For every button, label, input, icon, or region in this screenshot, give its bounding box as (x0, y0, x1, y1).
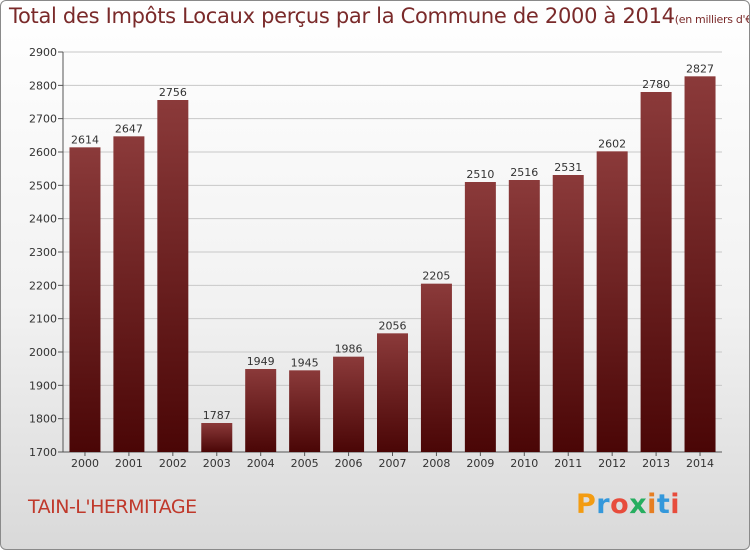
data-label-2005: 1945 (291, 356, 319, 369)
data-label-2013: 2780 (642, 78, 670, 91)
y-tick-label: 2100 (29, 313, 57, 326)
logo-letter: x (629, 489, 648, 520)
data-label-2000: 2614 (71, 133, 99, 146)
y-tick-label: 2800 (29, 79, 57, 92)
y-tick-label: 1900 (29, 379, 57, 392)
data-label-2012: 2602 (598, 137, 626, 150)
bar-2004 (245, 369, 277, 452)
data-label-2007: 2056 (379, 319, 407, 332)
bar-2009 (464, 182, 496, 452)
bar-2007 (377, 333, 408, 452)
data-label-2014: 2827 (686, 62, 714, 75)
x-tick-label-2005: 2005 (291, 457, 319, 470)
y-tick-label: 2600 (29, 146, 57, 159)
x-tick-label-2003: 2003 (203, 457, 231, 470)
commune-name: TAIN-L'HERMITAGE (28, 496, 197, 518)
y-tick-label: 2400 (29, 213, 57, 226)
bar-2002 (157, 100, 189, 452)
y-tick-label: 2000 (29, 346, 57, 359)
labels: 1700 1800 1900 2000 2100 2200 2300 2400 2500 2600… (29, 46, 714, 470)
y-tick-label: 1800 (29, 413, 57, 426)
x-tick-label-2009: 2009 (466, 457, 494, 470)
data-label-2001: 2647 (115, 122, 143, 135)
y-tick-label: 2200 (29, 279, 57, 292)
data-label-2010: 2516 (510, 166, 538, 179)
y-tick-label: 2500 (29, 179, 57, 192)
data-label-2008: 2205 (422, 270, 450, 283)
logo-letter: o (610, 489, 630, 520)
x-tick-label-2010: 2010 (510, 457, 538, 470)
data-label-2011: 2531 (554, 161, 582, 174)
data-label-2006: 1986 (335, 343, 363, 356)
bars (69, 76, 716, 453)
y-tick-label: 1700 (29, 446, 57, 459)
data-label-2003: 1787 (203, 409, 231, 422)
bar-2006 (333, 356, 365, 452)
bar-2011 (552, 175, 584, 452)
bar-2001 (113, 136, 145, 453)
x-tick-label-2002: 2002 (159, 457, 187, 470)
x-tick-label-2008: 2008 (422, 457, 450, 470)
data-label-2004: 1949 (247, 355, 275, 368)
logo-letter: i (670, 489, 681, 520)
proxiti-logo[interactable]: Proxiti (576, 489, 680, 520)
y-tick-label: 2700 (29, 113, 57, 126)
bar-2014 (684, 76, 716, 452)
x-tick-label-2001: 2001 (115, 457, 143, 470)
x-tick-label-2011: 2011 (554, 457, 582, 470)
chart-title: Total des Impôts Locaux perçus par la Co… (9, 4, 750, 28)
bar-2008 (420, 283, 452, 452)
x-tick-label-2006: 2006 (335, 457, 363, 470)
bar-2000 (69, 147, 101, 453)
x-tick-label-2012: 2012 (598, 457, 626, 470)
logo-letter: i (647, 489, 657, 520)
x-tick-label-2013: 2013 (642, 457, 670, 470)
logo-letter: t (656, 489, 671, 520)
y-tick-label: 2300 (29, 246, 57, 259)
y-tick-label: 2900 (29, 46, 57, 59)
x-tick-label-2007: 2007 (379, 457, 407, 470)
data-label-2002: 2756 (159, 86, 187, 99)
x-tick-label-2000: 2000 (71, 457, 99, 470)
logo-letter: P (576, 489, 597, 520)
x-tick-label-2014: 2014 (686, 457, 714, 470)
data-label-2009: 2510 (466, 168, 494, 181)
logo-letter: r (596, 489, 611, 520)
x-tick-label-2004: 2004 (247, 457, 275, 470)
bar-2003 (201, 423, 233, 452)
bar-2005 (289, 370, 321, 452)
chart-title-text: Total des Impôts Locaux perçus par la Co… (9, 4, 675, 28)
bar-2013 (640, 92, 672, 452)
chart-title-unit: (en milliers d'€) (674, 13, 750, 26)
bar-2010 (508, 180, 540, 452)
bar-2012 (596, 151, 628, 453)
